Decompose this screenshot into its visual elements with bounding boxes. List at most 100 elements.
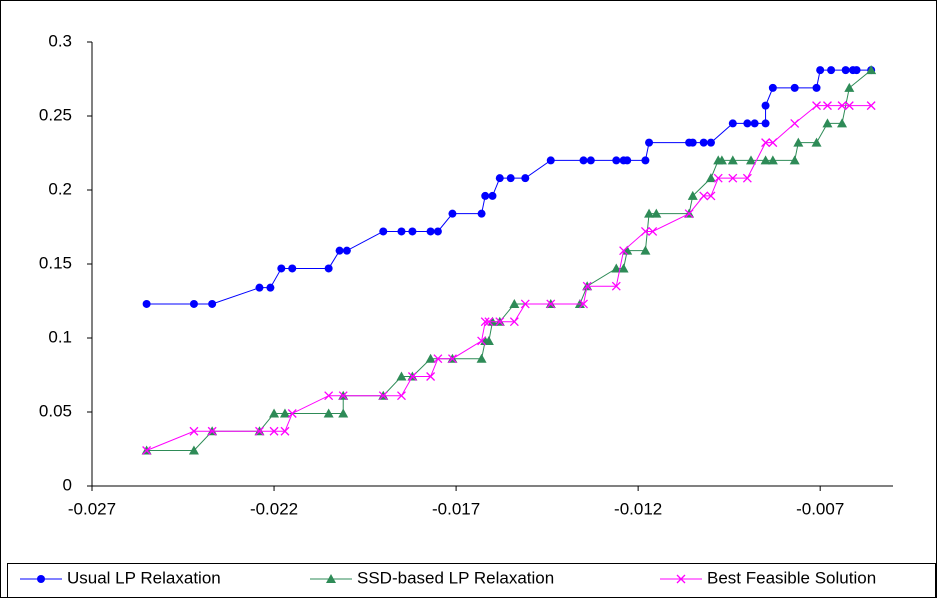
marker (582, 281, 592, 291)
marker (277, 264, 286, 273)
marker (705, 173, 716, 183)
marker (761, 138, 771, 148)
marker (760, 155, 771, 165)
marker (280, 426, 290, 436)
legend-marker (37, 575, 45, 583)
y-tick-label: 0.1 (48, 327, 72, 346)
marker (837, 118, 848, 128)
marker (288, 264, 297, 273)
marker (742, 173, 752, 183)
marker (644, 208, 655, 218)
marker (207, 426, 217, 436)
marker (743, 119, 752, 128)
marker (837, 101, 847, 111)
marker (648, 226, 658, 236)
y-tick-label: 0.05 (39, 401, 72, 420)
y-tick-label: 0 (63, 475, 72, 494)
marker (189, 299, 198, 308)
marker (827, 66, 836, 75)
marker (645, 138, 654, 147)
marker (379, 227, 388, 236)
marker (477, 209, 486, 218)
marker (142, 299, 151, 308)
marker (425, 353, 436, 363)
marker (255, 283, 264, 292)
marker (447, 354, 457, 364)
marker (189, 426, 199, 436)
marker (407, 372, 417, 381)
legend-label: Best Feasible Solution (707, 568, 876, 587)
marker (520, 299, 530, 309)
series-line (146, 105, 872, 451)
marker (793, 137, 804, 147)
legend-label: SSD-based LP Relaxation (357, 568, 554, 587)
marker (426, 372, 436, 381)
marker (433, 227, 442, 236)
marker (728, 173, 738, 183)
marker (495, 174, 504, 183)
marker (768, 138, 778, 148)
marker (335, 246, 344, 255)
marker (255, 426, 264, 436)
marker (823, 101, 832, 111)
marker (699, 191, 709, 201)
marker (579, 156, 588, 165)
marker (396, 371, 407, 381)
marker (746, 155, 757, 165)
marker (822, 118, 833, 128)
x-tick-label: -0.022 (250, 499, 298, 518)
marker (546, 156, 555, 165)
marker (338, 391, 348, 401)
marker (269, 408, 280, 418)
marker (397, 391, 406, 401)
y-tick-label: 0.3 (48, 31, 72, 50)
marker (866, 65, 877, 75)
marker (651, 208, 662, 218)
marker (521, 174, 530, 183)
marker (811, 137, 822, 147)
legend-label: Usual LP Relaxation (67, 568, 221, 587)
marker (688, 138, 697, 147)
legend-marker (676, 574, 686, 584)
marker (706, 191, 716, 201)
legend-marker (326, 574, 336, 583)
marker (480, 317, 490, 327)
marker (612, 156, 621, 165)
marker (433, 354, 443, 364)
marker (619, 246, 629, 256)
marker (790, 83, 799, 92)
y-tick-label: 0.15 (39, 253, 72, 272)
marker (684, 209, 694, 219)
y-tick-label: 0.25 (39, 105, 72, 124)
marker (713, 173, 723, 183)
marker (426, 227, 435, 236)
marker (323, 408, 334, 418)
marker (338, 408, 349, 418)
marker (506, 174, 515, 183)
marker (408, 227, 417, 236)
marker (812, 83, 821, 92)
marker (790, 118, 800, 128)
y-tick-label: 0.2 (48, 179, 72, 198)
marker (397, 227, 406, 236)
marker (586, 156, 595, 165)
marker (641, 156, 650, 165)
marker (142, 446, 152, 455)
marker (378, 391, 388, 401)
marker (716, 155, 727, 165)
marker (488, 191, 497, 200)
x-tick-label: -0.027 (68, 499, 116, 518)
marker (640, 245, 651, 255)
marker (495, 317, 505, 327)
marker (767, 155, 778, 165)
marker (279, 408, 290, 418)
marker (728, 119, 737, 128)
marker (768, 83, 777, 92)
marker (611, 263, 622, 273)
marker (687, 190, 698, 200)
marker (866, 101, 876, 111)
marker (342, 246, 351, 255)
marker (761, 119, 770, 128)
